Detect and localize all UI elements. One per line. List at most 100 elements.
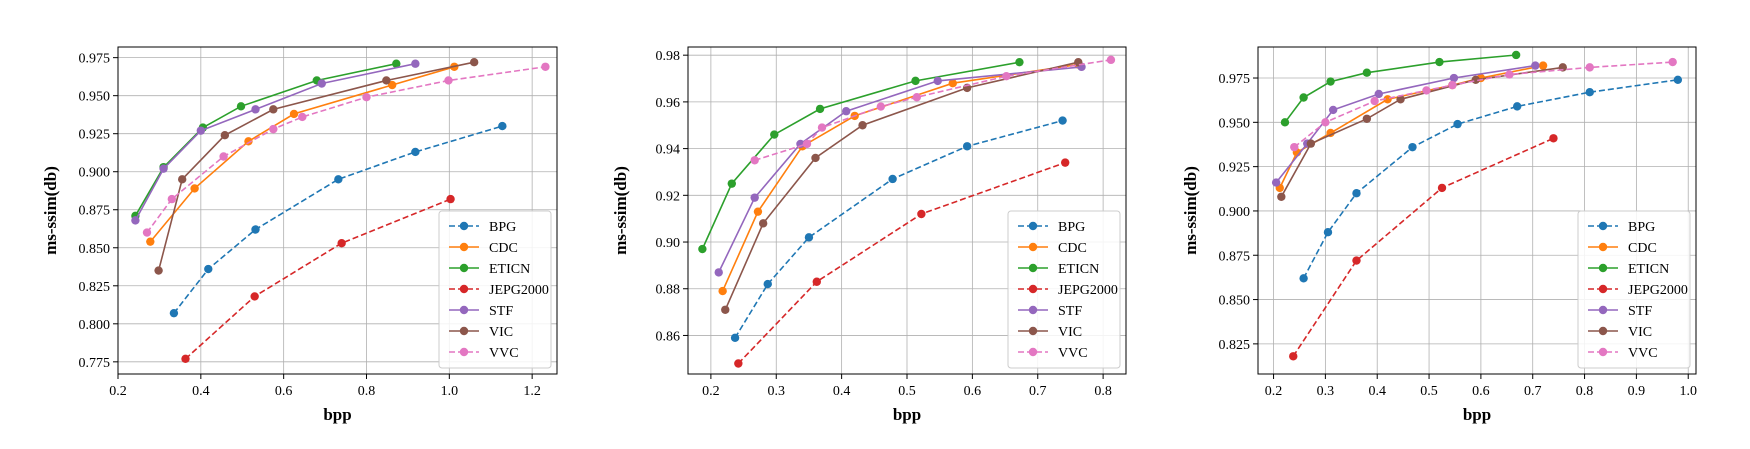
data-point-jepg2000 — [812, 277, 821, 286]
data-point-stf — [714, 268, 723, 277]
legend-label-vic: VIC — [1058, 325, 1082, 340]
legend-marker-bpg — [1028, 221, 1038, 231]
x-tick-label: 0.6 — [275, 384, 293, 399]
y-tick-label: 0.88 — [656, 283, 681, 298]
data-point-eticn — [1299, 93, 1308, 102]
series-line-eticn — [1284, 54, 1517, 123]
x-tick-label: 0.7 — [1524, 384, 1542, 399]
y-axis-label: ms-ssim(db) — [41, 166, 60, 255]
data-point-stf — [933, 76, 942, 86]
x-tick-label: 0.8 — [1576, 384, 1594, 399]
data-point-cdc — [718, 286, 727, 296]
legend-marker-jepg2000 — [1598, 284, 1608, 294]
data-point-vvc — [1585, 63, 1594, 72]
legend-marker-eticn — [459, 263, 469, 273]
y-tick-label: 0.850 — [79, 242, 111, 257]
y-tick-label: 0.96 — [656, 96, 681, 111]
plot-frame — [687, 46, 1127, 375]
y-tick-label: 0.900 — [1219, 205, 1251, 220]
x-tick-label: 0.6 — [1472, 384, 1490, 399]
data-point-jepg2000 — [917, 209, 926, 219]
legend-label-jepg2000: JEPG2000 — [1058, 283, 1118, 298]
x-tick-label: 1.0 — [1679, 384, 1697, 399]
data-point-jepg2000 — [1352, 256, 1361, 265]
legend-marker-vic — [1598, 326, 1608, 336]
data-point-cdc — [753, 207, 763, 216]
legend-marker-eticn — [1598, 263, 1608, 273]
legend-marker-vvc — [1598, 347, 1608, 357]
data-point-eticn — [1362, 68, 1372, 77]
y-tick-label: 0.86 — [656, 329, 681, 344]
x-tick-label: 0.2 — [109, 384, 127, 399]
data-point-vic — [382, 76, 391, 85]
legend-marker-bpg — [459, 221, 469, 231]
legend-marker-eticn — [1028, 263, 1038, 273]
data-point-jepg2000 — [250, 292, 259, 301]
data-point-stf — [317, 79, 326, 88]
x-tick-label: 0.4 — [1368, 384, 1386, 399]
data-point-vvc — [1370, 96, 1379, 106]
series-line-vvc — [1293, 61, 1673, 148]
y-tick-label: 0.94 — [656, 143, 681, 158]
data-point-jepg2000 — [446, 194, 455, 204]
data-point-jepg2000 — [337, 239, 346, 248]
y-tick-label: 0.800 — [79, 318, 111, 333]
data-point-vvc — [269, 124, 278, 134]
legend-marker-cdc — [1028, 242, 1038, 252]
data-point-bpg — [1408, 142, 1417, 152]
x-tick-label: 0.2 — [1265, 384, 1283, 399]
series-line-jepg2000 — [1292, 137, 1554, 357]
data-point-jepg2000 — [1061, 158, 1070, 167]
chart-panel-2: 0.2 0.3 0.4 0.5 0.6 0.7 0.8 0.86 0.88 0.90 0.92 0.9… — [611, 46, 1127, 424]
series-line-jepg2000 — [184, 198, 451, 360]
data-point-stf — [1271, 178, 1281, 187]
data-point-vic — [1396, 95, 1405, 104]
data-point-bpg — [730, 333, 740, 342]
data-point-cdc — [190, 184, 199, 193]
data-point-vic — [177, 175, 187, 184]
data-point-vic — [220, 131, 230, 140]
data-point-vvc — [362, 92, 371, 102]
data-point-bpg — [169, 308, 179, 318]
data-point-eticn — [1511, 50, 1521, 60]
data-point-stf — [1449, 73, 1459, 83]
x-tick-label: 0.3 — [1317, 384, 1335, 399]
legend: BPG CDC ETICN JEPG2000 STF VIC VVC — [1577, 210, 1691, 369]
series-line-stf — [134, 62, 416, 221]
data-point-bpg — [1453, 119, 1462, 129]
data-point-bpg — [251, 225, 260, 234]
legend-label-vvc: VVC — [1628, 346, 1658, 361]
data-point-vvc — [1002, 71, 1011, 81]
series-group — [698, 55, 1116, 368]
data-point-stf — [750, 193, 759, 202]
legend-marker-vic — [459, 326, 469, 336]
legend-label-eticn: ETICN — [489, 262, 530, 277]
x-tick-label: 0.3 — [768, 384, 786, 399]
data-point-cdc — [948, 79, 957, 88]
data-point-bpg — [334, 175, 343, 184]
legend-label-vic: VIC — [489, 325, 513, 340]
data-point-stf — [131, 216, 140, 225]
legend-marker-cdc — [1598, 242, 1608, 252]
data-point-stf — [159, 164, 168, 173]
x-tick-label: 0.4 — [192, 384, 210, 399]
x-tick-label: 0.2 — [702, 384, 720, 399]
legend-marker-vvc — [1028, 347, 1038, 357]
series-group — [1271, 50, 1683, 361]
data-point-vvc — [1505, 70, 1514, 79]
data-point-vic — [811, 153, 820, 163]
data-point-bpg — [1058, 116, 1067, 125]
legend-label-jepg2000: JEPG2000 — [489, 283, 549, 298]
data-point-jepg2000 — [181, 354, 190, 363]
data-point-jepg2000 — [1549, 134, 1558, 143]
data-point-eticn — [1280, 118, 1290, 127]
legend-label-stf: STF — [489, 304, 513, 319]
data-point-stf — [1374, 89, 1383, 99]
data-point-bpg — [1299, 274, 1308, 283]
x-axis-label: bpp — [1463, 405, 1491, 424]
y-tick-label: 0.775 — [79, 356, 111, 371]
y-tick-label: 0.925 — [79, 128, 111, 143]
legend-label-stf: STF — [1058, 304, 1082, 319]
y-axis-label: ms-ssim(db) — [611, 166, 630, 255]
data-point-stf — [411, 59, 420, 68]
